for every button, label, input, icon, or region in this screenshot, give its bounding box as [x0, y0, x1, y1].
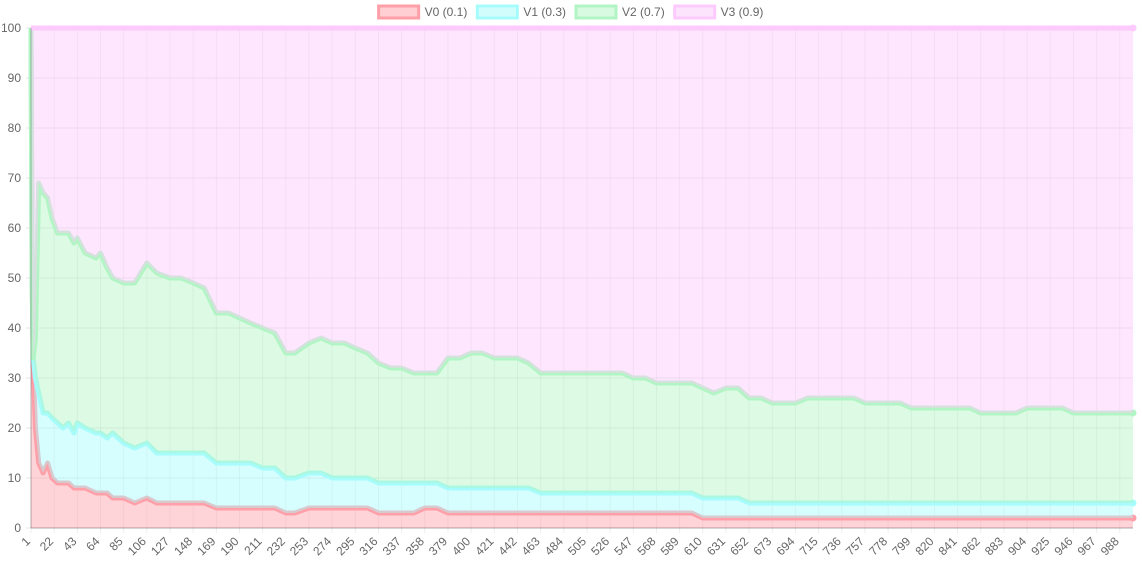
x-tick-label: 631: [704, 534, 728, 558]
x-tick-label: 148: [171, 534, 195, 558]
y-tick-label: 60: [8, 221, 22, 235]
x-tick-label: 883: [982, 534, 1006, 558]
legend-swatch-1[interactable]: [475, 4, 519, 20]
x-tick-label: 820: [912, 534, 936, 558]
x-tick-label: 316: [357, 534, 381, 558]
series-point-3: [1129, 24, 1137, 32]
x-tick-label: 736: [820, 534, 844, 558]
x-tick-label: 757: [843, 534, 867, 558]
x-tick-label: 568: [635, 534, 659, 558]
x-tick-label: 274: [310, 534, 334, 558]
x-tick-label: 421: [472, 534, 496, 558]
x-tick-label: 106: [125, 534, 149, 558]
x-tick-label: 526: [588, 534, 612, 558]
y-tick-label: 20: [8, 421, 22, 435]
legend-label-3[interactable]: V3 (0.9): [721, 5, 764, 19]
y-tick-label: 30: [8, 371, 22, 385]
x-tick-label: 799: [889, 534, 913, 558]
x-tick-label: 904: [1005, 534, 1029, 558]
y-tick-label: 0: [14, 521, 21, 535]
legend-swatch-0[interactable]: [377, 4, 421, 20]
x-tick-label: 946: [1051, 534, 1075, 558]
x-tick-label: 547: [611, 534, 635, 558]
legend-swatch-3[interactable]: [673, 4, 717, 20]
series-point-1: [1129, 499, 1137, 507]
y-tick-label: 100: [1, 21, 21, 35]
y-tick-label: 90: [8, 71, 22, 85]
legend-swatch-2[interactable]: [574, 4, 618, 20]
series-point-0: [1129, 514, 1137, 522]
x-tick-label: 463: [519, 534, 543, 558]
x-tick-label: 400: [449, 534, 473, 558]
y-tick-label: 70: [8, 171, 22, 185]
x-tick-label: 967: [1075, 534, 1099, 558]
x-tick-label: 232: [264, 534, 288, 558]
series-area-3: [31, 28, 1133, 413]
series-area-1: [31, 28, 1133, 518]
x-tick-label: 64: [83, 534, 103, 554]
legend: V0 (0.1) V1 (0.3) V2 (0.7) V3 (0.9): [377, 4, 764, 20]
x-tick-label: 379: [426, 534, 450, 558]
x-tick-label: 1: [18, 534, 33, 549]
x-tick-label: 694: [774, 534, 798, 558]
x-tick-label: 925: [1028, 534, 1052, 558]
x-tick-label: 841: [936, 534, 960, 558]
x-tick-label: 22: [37, 534, 57, 554]
x-tick-label: 358: [403, 534, 427, 558]
x-tick-label: 253: [287, 534, 311, 558]
x-tick-label: 505: [565, 534, 589, 558]
x-tick-label: 169: [194, 534, 218, 558]
x-tick-label: 652: [727, 534, 751, 558]
x-tick-label: 715: [797, 534, 821, 558]
x-tick-label: 442: [496, 534, 520, 558]
series-line-0: [28, 27, 1133, 521]
x-tick-label: 862: [959, 534, 983, 558]
x-tick-label: 673: [750, 534, 774, 558]
series-point-2: [1129, 409, 1137, 417]
y-tick-label: 80: [8, 121, 22, 135]
x-tick-label: 211: [241, 534, 265, 558]
series-areas: [28, 24, 1137, 528]
series-area-2: [31, 28, 1133, 503]
y-tick-label: 40: [8, 321, 22, 335]
x-tick-label: 43: [60, 534, 80, 554]
x-tick-label: 295: [333, 534, 357, 558]
y-tick-label: 50: [8, 271, 22, 285]
series-line-2: [28, 27, 1133, 416]
x-tick-label: 778: [866, 534, 890, 558]
series-line-1: [28, 27, 1133, 506]
x-tick-label: 127: [148, 534, 172, 558]
legend-label-1[interactable]: V1 (0.3): [523, 5, 566, 19]
x-tick-label: 190: [218, 534, 242, 558]
x-tick-label: 610: [681, 534, 705, 558]
y-tick-label: 10: [8, 471, 22, 485]
x-tick-label: 484: [542, 534, 566, 558]
x-tick-label: 589: [658, 534, 682, 558]
x-tick-label: 85: [106, 534, 126, 554]
legend-label-2[interactable]: V2 (0.7): [622, 5, 665, 19]
x-tick-label: 337: [380, 534, 404, 558]
legend-label-0[interactable]: V0 (0.1): [425, 5, 468, 19]
x-tick-label: 988: [1098, 534, 1122, 558]
